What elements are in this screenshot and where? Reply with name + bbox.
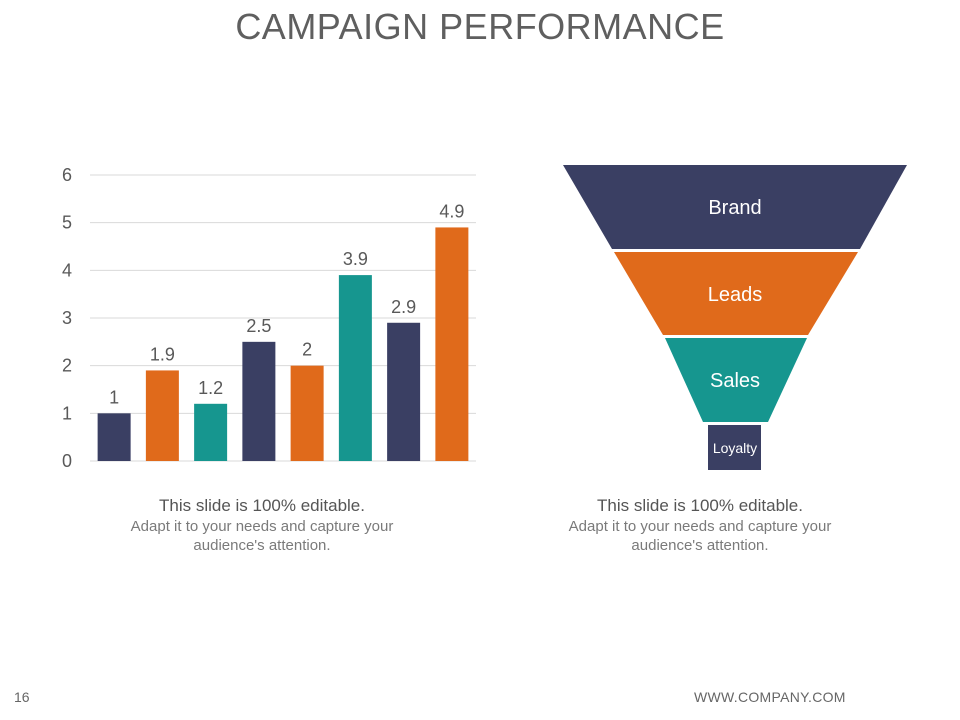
bar-data-label: 2 — [302, 340, 312, 360]
caption-left-body: Adapt it to your needs and capture your … — [130, 518, 394, 554]
y-tick-label: 2 — [62, 356, 72, 376]
funnel-stage — [614, 252, 858, 335]
bar-data-label: 2.5 — [246, 316, 271, 336]
bar — [194, 403, 228, 461]
bar-data-label: 3.9 — [343, 249, 368, 269]
bar — [290, 365, 324, 461]
bar-chart: 0 1 2 3 4 5 6 1 1.9 1.2 2.5 2 3.9 2.9 4.9 — [62, 165, 476, 471]
funnel-stage — [563, 165, 907, 249]
footer-url: WWW.COMPANY.COM — [694, 689, 846, 705]
bar — [387, 322, 421, 461]
funnel-stage — [665, 338, 807, 422]
caption-right: This slide is 100% editable. Adapt it to… — [550, 496, 850, 555]
caption-left: This slide is 100% editable. Adapt it to… — [112, 496, 412, 555]
bar-data-label: 2.9 — [391, 297, 416, 317]
funnel-stage-label: Loyalty — [713, 440, 757, 456]
caption-right-body: Adapt it to your needs and capture your … — [568, 518, 832, 554]
y-tick-label: 1 — [62, 403, 72, 423]
bar-data-label: 1.2 — [198, 378, 223, 398]
funnel-stage-label: Brand — [708, 197, 761, 219]
y-tick-label: 3 — [62, 308, 72, 328]
bar — [435, 227, 469, 461]
bar — [97, 413, 131, 461]
y-tick-label: 6 — [62, 165, 72, 185]
bar — [338, 275, 372, 461]
funnel-stage — [708, 425, 761, 470]
bar-data-label: 4.9 — [439, 201, 464, 221]
bar-data-label: 1.9 — [150, 344, 175, 364]
bar-data-label: 1 — [109, 387, 119, 407]
funnel-stage-label: Sales — [710, 370, 760, 392]
funnel-diagram: Brand Leads Sales Loyalty — [563, 165, 907, 470]
y-tick-label: 4 — [62, 260, 72, 280]
y-tick-label: 5 — [62, 213, 72, 233]
caption-right-heading: This slide is 100% editable. — [596, 496, 803, 515]
slide-title: CAMPAIGN PERFORMANCE — [235, 6, 725, 47]
bar — [145, 370, 179, 461]
funnel-stage-label: Leads — [708, 284, 763, 306]
caption-left-heading: This slide is 100% editable. — [158, 496, 365, 515]
y-tick-label: 0 — [62, 451, 72, 471]
bar — [242, 341, 276, 461]
slide-number: 16 — [14, 689, 30, 705]
